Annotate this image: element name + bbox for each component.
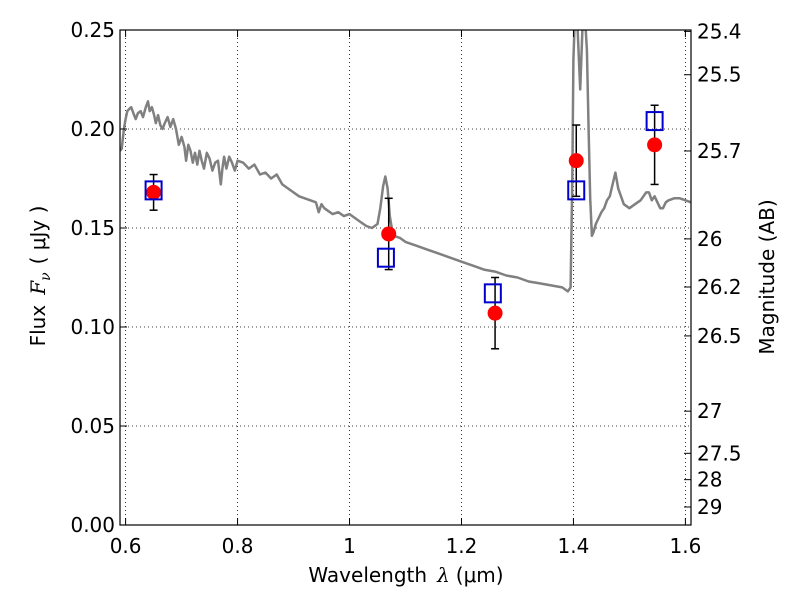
y-tick-label: 0.00 [70,513,115,537]
x-tick-label: 1.4 [558,534,590,558]
observed-point [381,226,397,242]
spectrum-line [120,30,691,293]
y2-tick-label: 25.4 [697,19,742,43]
observed-point [146,184,162,200]
y-axis-label: FluxFν( μJy ) [26,206,54,347]
y2-tick-label: 26 [697,227,722,251]
y2-tick-label: 25.7 [697,139,742,163]
grid-lines [120,29,691,526]
error-bars [149,104,659,350]
y2-tick-label: 27 [697,399,722,423]
observed-point [647,137,663,153]
y-tick-label: 0.05 [70,414,115,438]
model-point [376,247,395,268]
spectrum-series [120,30,691,293]
observed-points [146,137,663,321]
x-axis-label: Wavelength λ (μm) [308,563,503,587]
y-tick-label: 0.20 [70,117,115,141]
y-tick-label: 0.15 [70,216,115,240]
secondary-y-axis-label: Magnitude (AB) [755,199,779,354]
y2-tick-label: 28 [697,468,722,492]
y2-tick-label: 25.5 [697,63,742,87]
x-tick-label: 1.2 [446,534,478,558]
model-points [144,111,664,304]
axis-ticks: 0.6 0.8 1 1.2 1.4 1.6 0.00 0.05 0.10 0.15 0.20 0.25… [70,18,741,558]
model-point [483,283,502,304]
y-tick-label: 0.10 [70,315,115,339]
y-tick-label: 0.25 [70,18,115,42]
y2-tick-label: 26.2 [697,275,742,299]
model-point [567,180,586,201]
y2-tick-label: 26.5 [697,324,742,348]
x-tick-label: 1.6 [669,534,701,558]
model-point [645,111,664,132]
plot-frame [119,29,692,526]
observed-point [568,153,584,169]
observed-point [487,305,503,321]
x-tick-label: 1 [343,534,356,558]
y2-tick-label: 27.5 [697,441,742,465]
x-tick-label: 0.8 [222,534,254,558]
x-tick-label: 0.6 [110,534,142,558]
model-point [144,180,163,201]
y2-tick-label: 29 [697,495,722,519]
